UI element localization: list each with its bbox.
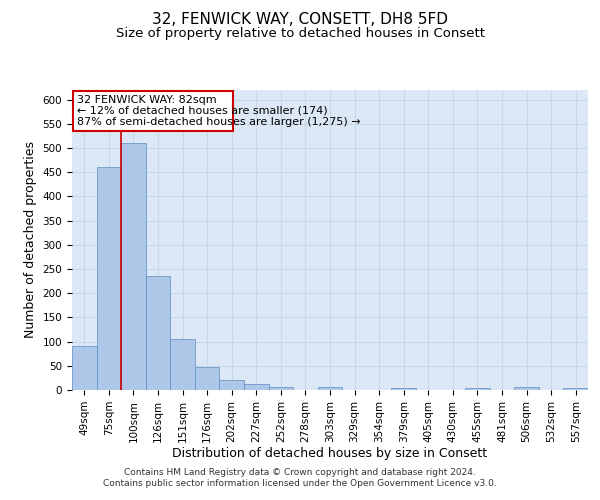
Text: 87% of semi-detached houses are larger (1,275) →: 87% of semi-detached houses are larger (… [77,116,361,126]
Bar [195,368,220,390]
Text: Size of property relative to detached houses in Consett: Size of property relative to detached ho… [115,28,485,40]
Bar [465,388,490,390]
Bar [72,346,97,390]
Bar [220,380,244,390]
Text: 32 FENWICK WAY: 82sqm: 32 FENWICK WAY: 82sqm [77,96,217,106]
Bar [170,339,195,390]
Bar [269,386,293,390]
Bar [318,387,342,390]
Bar [121,143,146,390]
Bar [244,384,269,390]
Text: Contains HM Land Registry data © Crown copyright and database right 2024.
Contai: Contains HM Land Registry data © Crown c… [103,468,497,487]
Bar [563,388,588,390]
X-axis label: Distribution of detached houses by size in Consett: Distribution of detached houses by size … [172,448,488,460]
Bar [73,92,233,131]
Bar [391,388,416,390]
Text: 32, FENWICK WAY, CONSETT, DH8 5FD: 32, FENWICK WAY, CONSETT, DH8 5FD [152,12,448,28]
Bar [97,168,121,390]
Y-axis label: Number of detached properties: Number of detached properties [24,142,37,338]
Text: ← 12% of detached houses are smaller (174): ← 12% of detached houses are smaller (17… [77,106,328,116]
Bar [146,276,170,390]
Bar [514,386,539,390]
